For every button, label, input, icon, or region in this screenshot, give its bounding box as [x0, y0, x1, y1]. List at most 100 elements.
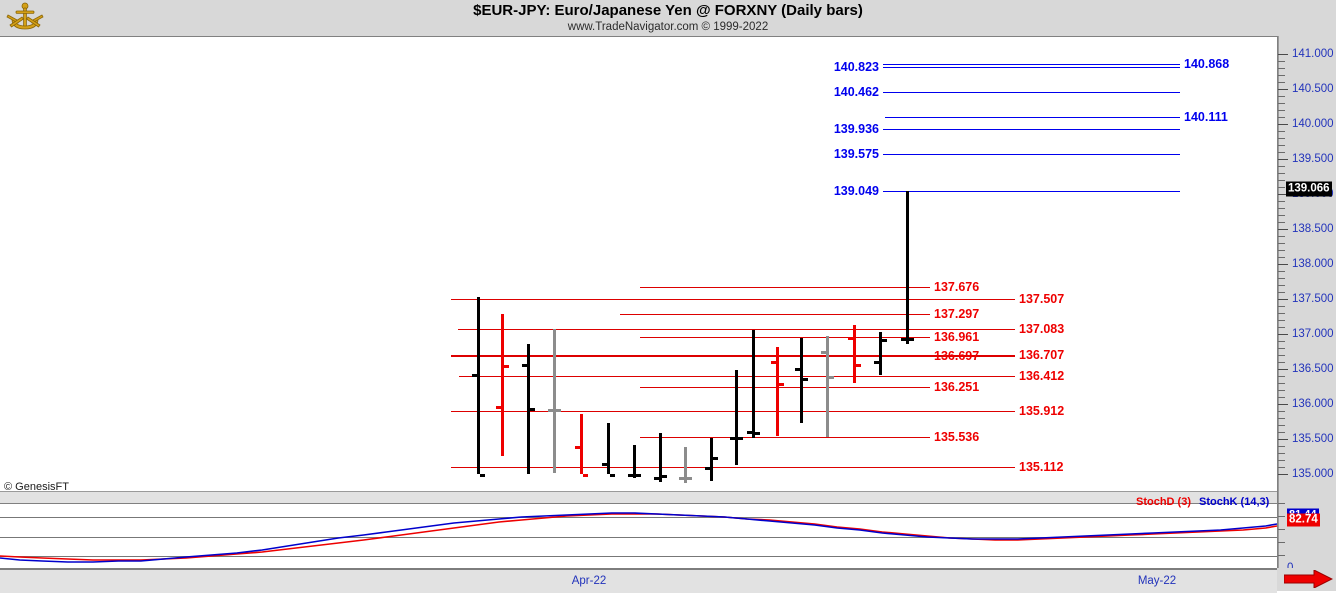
ohlc-bar[interactable] — [522, 344, 535, 475]
level-price-label[interactable]: 136.707 — [1019, 348, 1065, 362]
axis-tick-label: 135.500 — [1292, 432, 1334, 445]
resistance-level-line[interactable] — [883, 92, 1180, 94]
axis-tick-label: 141.000 — [1292, 47, 1334, 60]
level-price-label[interactable]: 137.676 — [934, 280, 980, 295]
support-level-line[interactable] — [640, 337, 930, 339]
support-level-line[interactable] — [451, 466, 1015, 468]
level-price-label[interactable]: 139.575 — [833, 147, 879, 162]
level-price-label[interactable]: 136.961 — [934, 330, 980, 345]
ohlc-bar[interactable] — [874, 332, 887, 376]
bar-high-low — [710, 438, 713, 482]
support-level-line[interactable] — [640, 436, 930, 438]
axis-tick-label: 139.500 — [1292, 152, 1334, 165]
support-level-line[interactable] — [620, 355, 930, 357]
bar-open-tick — [795, 368, 800, 372]
axis-tick — [1278, 333, 1288, 335]
axis-tick — [1278, 228, 1288, 230]
bar-close-tick — [687, 477, 692, 481]
bar-high-low — [776, 347, 779, 436]
ohlc-bar[interactable] — [654, 432, 667, 482]
level-price-label[interactable]: 135.536 — [934, 429, 980, 444]
axis-tick — [1278, 193, 1288, 195]
axis-minor-tick — [1278, 305, 1285, 307]
support-level-line[interactable] — [458, 328, 1015, 330]
level-price-label[interactable]: 135.112 — [1019, 459, 1064, 474]
resistance-level-line[interactable] — [885, 116, 1180, 118]
level-price-label[interactable]: 136.697 — [934, 348, 980, 363]
stoch-d-legend[interactable]: StochD (3) — [1136, 496, 1191, 508]
level-price-label[interactable]: 136.251 — [934, 379, 980, 394]
bar-open-tick — [575, 445, 580, 449]
bar-high-low — [684, 446, 687, 483]
level-price-label[interactable]: 137.507 — [1019, 292, 1065, 306]
ohlc-bar[interactable] — [730, 369, 743, 465]
level-price-label[interactable]: 139.049 — [833, 184, 879, 199]
bar-close-tick — [662, 474, 667, 478]
support-level-line[interactable] — [620, 313, 930, 315]
axis-tick-label: 138.500 — [1292, 222, 1334, 235]
axis-minor-tick — [1278, 67, 1285, 69]
resistance-level-line[interactable] — [883, 128, 1180, 130]
level-price-label[interactable]: 139.936 — [833, 121, 879, 136]
ohlc-bar[interactable] — [848, 324, 861, 383]
resistance-level-line[interactable] — [883, 66, 1180, 68]
support-level-line[interactable] — [451, 410, 1015, 412]
level-price-label[interactable]: 140.868 — [1184, 56, 1230, 71]
ohlc-bar[interactable] — [496, 314, 509, 457]
axis-minor-tick — [1278, 207, 1285, 209]
stochastic-oscillator-pane[interactable] — [0, 503, 1278, 569]
bar-high-low — [607, 423, 610, 475]
ohlc-bar[interactable] — [548, 328, 561, 474]
stoch-k-legend[interactable]: StochK (14,3) — [1199, 496, 1270, 508]
ohlc-bar[interactable] — [901, 191, 914, 345]
resistance-level-line[interactable] — [883, 191, 1180, 193]
axis-minor-tick — [1278, 172, 1285, 174]
ohlc-bar[interactable] — [705, 438, 718, 482]
ohlc-bar[interactable] — [575, 414, 588, 478]
anchor-logo-icon — [2, 1, 48, 33]
resistance-level-line[interactable] — [883, 154, 1180, 156]
level-price-label[interactable]: 140.823 — [833, 59, 879, 74]
time-axis[interactable]: Apr-22 May-22 — [0, 568, 1277, 593]
oscillator-axis-tick — [1278, 529, 1285, 530]
price-chart-pane[interactable]: 140.868 140.823 140.462 140.111 139.936 139.5… — [0, 36, 1278, 492]
ohlc-bar[interactable] — [628, 445, 641, 478]
level-price-label[interactable]: 136.412 — [1019, 368, 1065, 383]
ohlc-bar[interactable] — [472, 297, 485, 478]
ohlc-bar[interactable] — [771, 347, 784, 436]
bar-open-tick — [747, 431, 752, 435]
ohlc-bar[interactable] — [747, 329, 760, 439]
axis-minor-tick — [1278, 151, 1285, 153]
level-price-label[interactable]: 135.912 — [1019, 403, 1065, 418]
stoch-d-value-tag: 82.74 — [1287, 513, 1320, 527]
ohlc-bar[interactable] — [602, 423, 615, 478]
bar-high-low — [735, 369, 738, 465]
red-right-arrow-icon[interactable] — [1283, 569, 1334, 589]
bar-open-tick — [522, 363, 527, 367]
level-price-label[interactable]: 140.111 — [1184, 109, 1228, 124]
support-level-line[interactable] — [640, 287, 930, 289]
level-price-label[interactable]: 137.083 — [1019, 321, 1065, 336]
axis-tick-label: 140.000 — [1292, 117, 1334, 130]
axis-minor-tick — [1278, 60, 1285, 62]
axis-tick — [1278, 88, 1288, 90]
axis-minor-tick — [1278, 144, 1285, 146]
level-price-label[interactable]: 140.462 — [833, 85, 879, 100]
axis-minor-tick — [1278, 431, 1285, 433]
support-level-line[interactable] — [640, 386, 930, 388]
resistance-level-line[interactable] — [883, 63, 1180, 65]
bar-close-tick — [738, 436, 743, 440]
axis-minor-tick — [1278, 340, 1285, 342]
level-price-label[interactable]: 137.297 — [934, 306, 980, 321]
support-level-line[interactable] — [451, 299, 1015, 300]
ohlc-bar[interactable] — [679, 446, 692, 483]
bar-open-tick — [730, 436, 735, 440]
price-axis[interactable]: 141.000140.500140.000139.500139.000138.5… — [1277, 36, 1336, 574]
bar-high-low — [659, 432, 662, 482]
axis-minor-tick — [1278, 291, 1285, 293]
ohlc-bar[interactable] — [795, 338, 808, 424]
axis-minor-tick — [1278, 235, 1285, 237]
axis-minor-tick — [1278, 354, 1285, 356]
ohlc-bar[interactable] — [821, 335, 834, 437]
